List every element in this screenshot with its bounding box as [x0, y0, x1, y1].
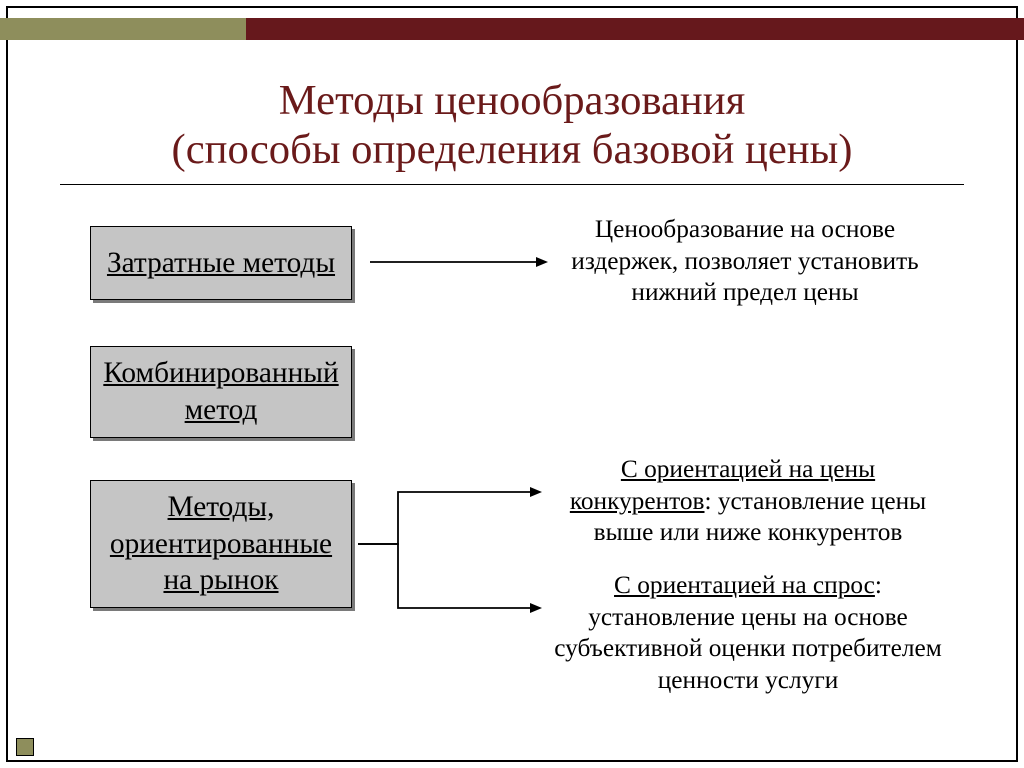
arrow-market-down — [0, 0, 1024, 768]
bottom-decor-square — [16, 738, 34, 756]
